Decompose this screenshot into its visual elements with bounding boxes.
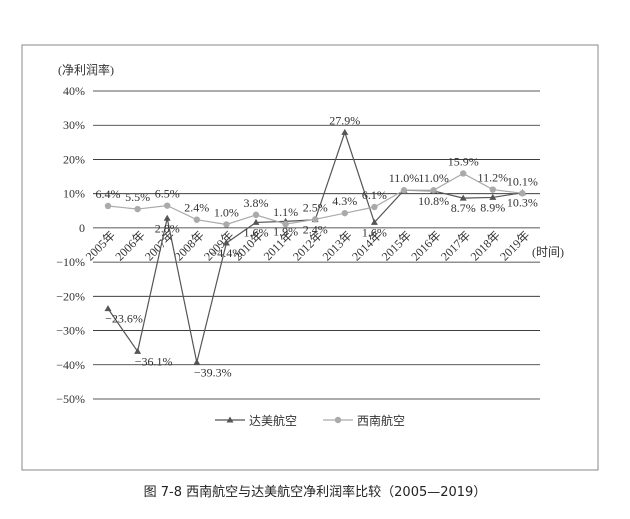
data-label: −4.4% [211,246,243,260]
data-label: −23.6% [105,312,143,326]
marker [459,194,467,201]
y-tick-label: 40% [63,84,85,98]
marker [430,187,437,194]
marker [163,214,171,221]
data-label: 27.9% [329,113,360,127]
marker [400,187,408,194]
marker [134,347,142,354]
data-label: 4.3% [332,194,357,208]
data-label: −36.1% [135,354,173,368]
marker [371,203,378,211]
y-tick-label: −30% [56,324,85,338]
marker [489,186,496,193]
y-tick-label: 10% [63,187,85,201]
x-axis-label: (时间) [532,245,564,259]
data-label: 6.1% [362,188,387,202]
marker [252,218,260,225]
marker [282,220,289,228]
marker [164,202,171,209]
y-tick-label: 30% [63,118,85,132]
caption: 图 7-8 西南航空与达美航空净利润率比较（2005—2019） [144,484,487,500]
y-tick-label: −40% [56,358,85,372]
data-label: 2.8% [155,221,180,235]
data-label: −39.3% [194,365,232,379]
marker [519,190,526,197]
data-label: 6.5% [155,187,180,201]
data-label: 10.8% [418,194,449,208]
marker [104,202,112,210]
legend-marker [334,416,342,424]
marker [222,239,230,246]
legend-label: 西南航空 [357,413,405,428]
marker [252,211,260,219]
data-label: 8.9% [480,200,505,214]
y-tick-label: −20% [56,289,85,303]
legend-label: 达美航空 [249,413,297,428]
legend-marker [226,416,234,423]
marker [489,193,497,200]
data-label: 15.9% [448,154,479,168]
data-label: 1.6% [244,225,269,239]
data-label: 10.3% [507,196,538,210]
data-label: 11.0% [418,171,449,185]
data-label: 5.5% [125,190,150,204]
data-label: 2.4% [184,201,209,215]
marker [341,209,348,217]
y-tick-label: −10% [56,255,85,269]
marker [193,216,200,223]
data-label: 10.1% [507,174,538,188]
data-label: 2.5% [303,200,328,214]
data-label: 1.9% [273,224,298,238]
marker [341,128,349,135]
data-label: 1.1% [273,205,298,219]
data-label: 8.7% [451,201,476,215]
marker [223,221,230,228]
marker [312,216,319,223]
data-label: 2.4% [303,223,328,237]
y-tick-label: 20% [63,152,85,166]
data-label: 11.0% [389,171,420,185]
marker [134,205,141,213]
y-tick-label: −50% [56,392,85,406]
marker [370,218,378,225]
y-axis-label: (净利润率) [58,62,114,77]
y-tick-label: 0 [79,221,85,235]
marker [104,305,112,312]
data-label: 3.8% [244,196,269,210]
data-label: 11.2% [478,171,509,185]
data-label: 1.6% [362,225,387,239]
data-label: 6.4% [96,187,121,201]
marker [193,358,201,365]
data-label: 1.0% [214,205,239,219]
marker [460,170,467,177]
